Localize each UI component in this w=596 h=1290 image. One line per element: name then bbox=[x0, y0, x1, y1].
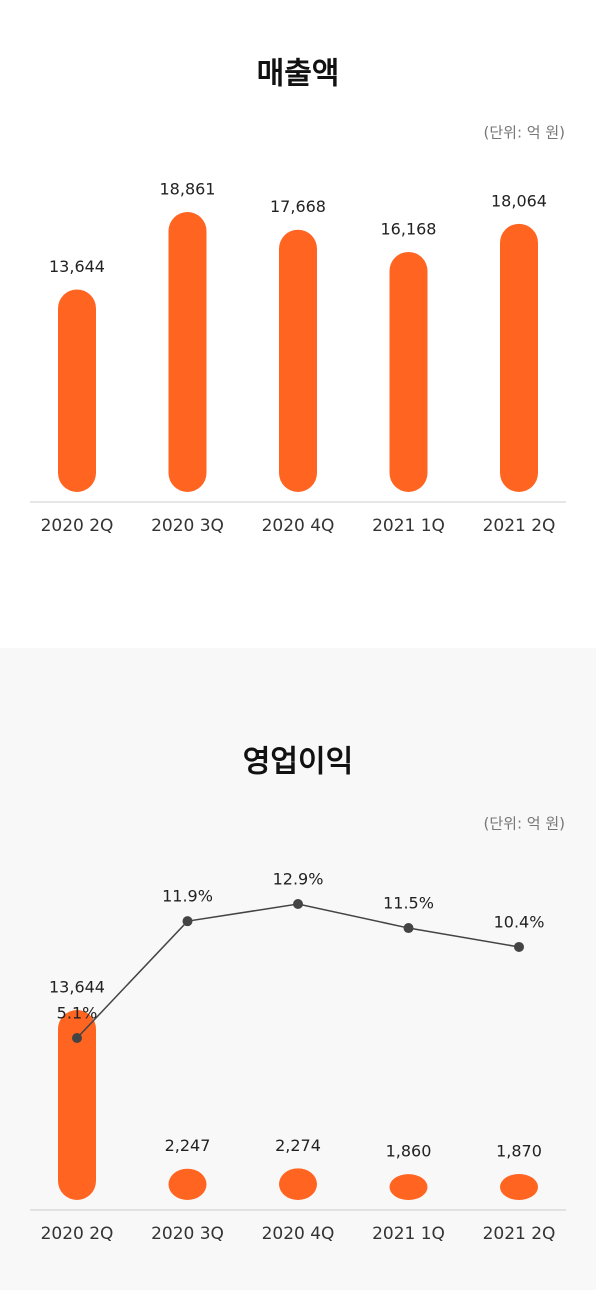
value-label: 17,668 bbox=[270, 197, 326, 216]
unit-note: (단위: 억 원) bbox=[484, 815, 566, 833]
point bbox=[514, 941, 524, 952]
unit-note: (단위: 억 원) bbox=[484, 124, 566, 142]
value-label: 16,168 bbox=[381, 219, 437, 238]
chart-title: 매출액 bbox=[257, 57, 340, 92]
x-tick-label: 2020 2Q bbox=[41, 1224, 114, 1244]
point bbox=[293, 899, 303, 909]
bar bbox=[389, 251, 428, 492]
value-label: 11.5% bbox=[383, 894, 434, 913]
bar bbox=[168, 212, 207, 492]
x-tick-label: 2021 2Q bbox=[483, 1224, 556, 1244]
value-label: 1,870 bbox=[496, 1141, 542, 1160]
value-label: 13,644 bbox=[49, 978, 105, 997]
x-tick-label: 2021 1Q bbox=[372, 1224, 445, 1244]
value-label: 2,274 bbox=[275, 1136, 321, 1155]
bar bbox=[279, 229, 317, 492]
x-tick-label: 2020 2Q bbox=[41, 516, 114, 536]
value-label: 1,860 bbox=[386, 1142, 432, 1161]
value-label: 12.9% bbox=[273, 870, 324, 889]
value-label: 5.1% bbox=[57, 1004, 98, 1023]
bar bbox=[500, 1173, 538, 1200]
value-label: 18,064 bbox=[491, 191, 547, 210]
point bbox=[182, 916, 193, 927]
value-label: 10.4% bbox=[494, 912, 545, 931]
bar bbox=[279, 1168, 317, 1200]
bar bbox=[58, 289, 96, 492]
value-label: 11.9% bbox=[162, 887, 213, 906]
bar bbox=[58, 1010, 96, 1200]
x-tick-label: 2021 1Q bbox=[372, 516, 445, 536]
value-label: 18,861 bbox=[160, 180, 216, 199]
x-tick-label: 2020 3Q bbox=[151, 516, 224, 536]
x-tick-label: 2020 3Q bbox=[151, 1224, 224, 1244]
bar bbox=[389, 1174, 428, 1200]
x-tick-label: 2020 4Q bbox=[262, 1224, 335, 1244]
chart-title: 영업이익 bbox=[243, 745, 353, 780]
bar bbox=[500, 223, 538, 492]
bar bbox=[168, 1168, 207, 1200]
value-label: 13,644 bbox=[49, 257, 105, 276]
value-label: 2,247 bbox=[165, 1136, 211, 1155]
point bbox=[72, 1033, 82, 1043]
point bbox=[403, 923, 414, 934]
x-tick-label: 2020 4Q bbox=[262, 516, 335, 536]
x-tick-label: 2021 2Q bbox=[483, 516, 556, 536]
